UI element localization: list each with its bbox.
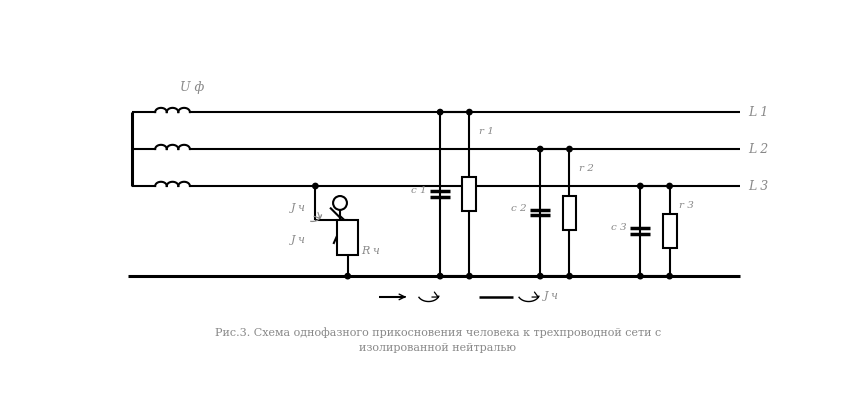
Circle shape: [538, 273, 543, 279]
Circle shape: [638, 273, 643, 279]
Circle shape: [438, 109, 443, 115]
Text: c 1: c 1: [410, 186, 427, 195]
Text: Рис.3. Схема однофазного прикосновения человека к трехпроводной сети с: Рис.3. Схема однофазного прикосновения ч…: [215, 327, 661, 338]
Circle shape: [667, 183, 672, 189]
Text: J ч: J ч: [292, 203, 306, 213]
Text: c 2: c 2: [510, 204, 527, 213]
Bar: [663, 214, 676, 248]
Text: U ф: U ф: [180, 81, 204, 94]
Circle shape: [567, 273, 572, 279]
Circle shape: [567, 146, 572, 152]
Text: L 2: L 2: [748, 142, 769, 155]
Text: J ч: J ч: [544, 291, 559, 301]
Text: R ч: R ч: [361, 246, 380, 257]
Text: изолированной нейтралью: изолированной нейтралью: [359, 343, 516, 353]
Bar: [337, 220, 358, 255]
Text: r 2: r 2: [579, 164, 593, 173]
Text: c 3: c 3: [610, 223, 627, 232]
Circle shape: [467, 273, 472, 279]
Circle shape: [313, 183, 318, 189]
Text: J ч: J ч: [292, 235, 306, 245]
Text: L 1: L 1: [748, 106, 769, 119]
Circle shape: [538, 146, 543, 152]
Circle shape: [467, 109, 472, 115]
Bar: [563, 196, 576, 230]
Circle shape: [667, 273, 672, 279]
Bar: [463, 177, 476, 211]
Circle shape: [438, 273, 443, 279]
Circle shape: [638, 183, 643, 189]
Text: L 3: L 3: [748, 180, 769, 193]
Circle shape: [345, 273, 351, 279]
Text: r 3: r 3: [679, 201, 693, 210]
Text: r 1: r 1: [479, 127, 493, 136]
